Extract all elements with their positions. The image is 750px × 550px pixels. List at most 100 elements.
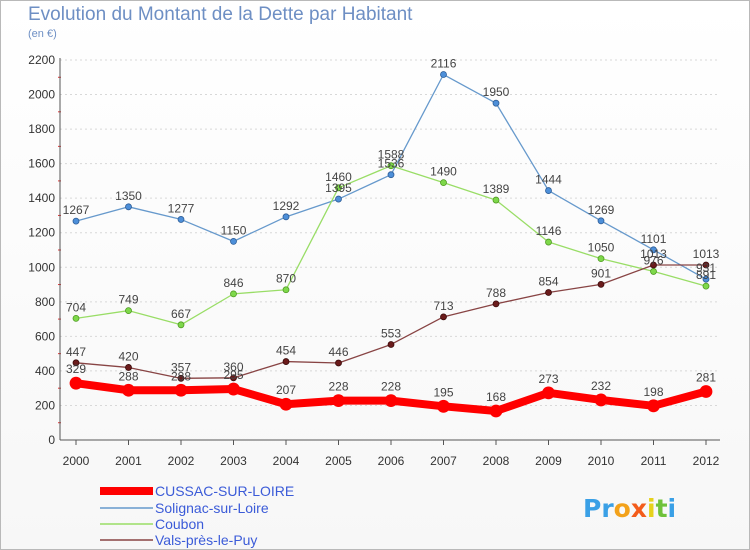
data-label: 704 (66, 300, 86, 314)
series-layer (69, 71, 713, 418)
data-point (492, 300, 500, 308)
data-label: 288 (171, 369, 191, 383)
data-point (440, 71, 447, 78)
data-label: 207 (276, 383, 296, 397)
legend-label: Solignac-sur-Loire (155, 500, 269, 516)
data-point (440, 179, 447, 187)
legend: CUSSAC-SUR-LOIRESolignac-sur-LoireCoubon… (100, 483, 294, 548)
data-label: 1277 (168, 201, 195, 215)
data-point (335, 195, 342, 203)
data-point (597, 280, 605, 288)
data-label: 232 (591, 379, 611, 393)
data-point (440, 313, 447, 321)
x-tick-label: 2008 (483, 454, 510, 468)
data-point (384, 394, 398, 408)
data-point (282, 286, 290, 294)
data-label: 1389 (483, 182, 510, 196)
data-label: 854 (538, 274, 558, 288)
data-label: 295 (223, 368, 243, 382)
data-label: 788 (486, 286, 506, 300)
data-label: 195 (433, 385, 453, 399)
x-tick-label: 2003 (220, 454, 247, 468)
data-label: 553 (381, 326, 401, 340)
data-label: 1050 (588, 241, 615, 255)
x-tick-label: 2005 (325, 454, 352, 468)
data-label: 1292 (273, 199, 300, 213)
data-point (230, 237, 237, 245)
data-point (699, 385, 713, 398)
x-tick-label: 2012 (693, 454, 720, 468)
data-label: 1490 (430, 165, 457, 179)
x-tick-label: 2007 (430, 454, 457, 468)
data-point (545, 187, 552, 194)
chart-subtitle: (en €) (28, 28, 57, 40)
data-point (597, 255, 605, 263)
data-point (174, 383, 188, 397)
y-tick-label: 2200 (28, 53, 55, 67)
data-label: 2116 (431, 57, 457, 71)
data-point (282, 213, 290, 221)
legend-label: Coubon (155, 516, 204, 532)
y-tick-label: 400 (35, 364, 55, 378)
data-point (387, 171, 395, 179)
logo-text: Proxiti (583, 494, 676, 523)
data-label: 1150 (221, 223, 247, 237)
data-label: 749 (118, 293, 138, 307)
data-label: 168 (486, 390, 506, 404)
data-point (702, 275, 710, 283)
data-point (332, 394, 345, 408)
x-tick-label: 2004 (273, 454, 300, 468)
data-label: 1013 (693, 247, 720, 261)
data-point (230, 290, 237, 298)
data-labels: 1267 1350 1277 1150 1292 1395 1536 2116 1950 1444… (63, 57, 720, 404)
data-label: 1146 (536, 224, 562, 238)
data-point (437, 399, 450, 413)
data-point (702, 261, 710, 269)
x-tick-label: 2011 (641, 454, 667, 468)
y-tick-label: 2000 (28, 88, 55, 102)
y-tick-label: 800 (35, 295, 55, 309)
data-label: 1013 (640, 247, 667, 261)
data-point (489, 404, 503, 418)
data-point (72, 314, 80, 322)
y-tick-label: 1600 (28, 157, 55, 171)
data-label: 891 (696, 268, 716, 282)
data-label: 846 (223, 276, 243, 290)
data-point (227, 382, 240, 396)
axes: 0 200 400 600 800 1000 1200 1400 1600 1800 2000 220… (28, 53, 720, 468)
chart-title: Evolution du Montant de la Dette par Hab… (28, 4, 413, 25)
data-label: 1444 (535, 173, 562, 187)
data-label: 931 (696, 261, 716, 275)
x-tick-label: 2010 (588, 454, 615, 468)
data-point (69, 376, 83, 390)
legend-label: CUSSAC-SUR-LOIRE (155, 483, 294, 499)
data-label: 228 (328, 380, 348, 394)
y-tick-label: 200 (35, 398, 55, 412)
proxiti-logo: Proxiti (583, 494, 676, 523)
data-label: 1588 (378, 148, 405, 162)
data-point (594, 393, 608, 407)
data-label: 1395 (325, 181, 352, 195)
data-point (177, 321, 185, 329)
x-tick-label: 2000 (63, 454, 90, 468)
data-point (545, 238, 552, 246)
y-tick-label: 1200 (28, 226, 55, 240)
x-tick-label: 2002 (168, 454, 195, 468)
data-label: 454 (276, 344, 296, 358)
data-label: 273 (538, 372, 558, 386)
data-label: 1350 (115, 189, 142, 203)
data-label: 1269 (588, 203, 615, 217)
x-tick-label: 2001 (115, 454, 142, 468)
data-point (702, 282, 710, 290)
data-point (177, 374, 185, 382)
data-label: 901 (591, 266, 611, 280)
y-tick-label: 0 (48, 433, 55, 447)
data-label: 1536 (378, 157, 405, 171)
data-label: 446 (328, 345, 348, 359)
data-point (335, 359, 342, 367)
data-label: 228 (381, 380, 401, 394)
x-tick-label: 2006 (378, 454, 405, 468)
data-point (125, 307, 132, 315)
y-tick-label: 1000 (28, 260, 55, 274)
